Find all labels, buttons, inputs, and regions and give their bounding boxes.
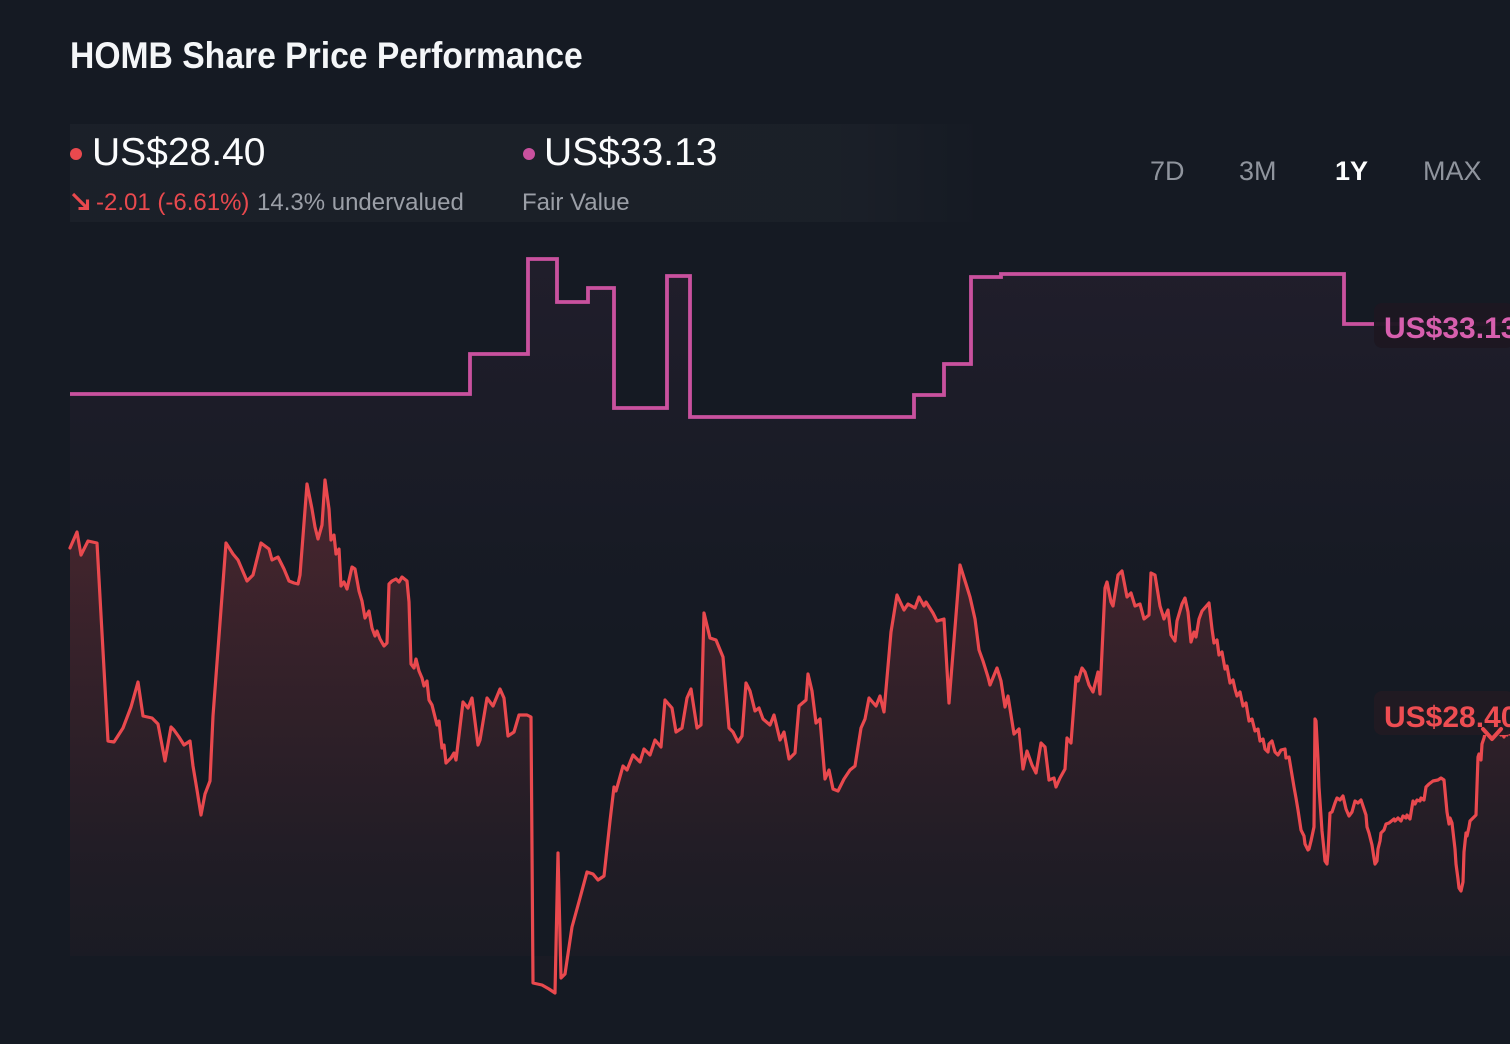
- svg-text:US$28.40: US$28.40: [1384, 701, 1510, 734]
- svg-text:US$33.13: US$33.13: [1384, 312, 1510, 345]
